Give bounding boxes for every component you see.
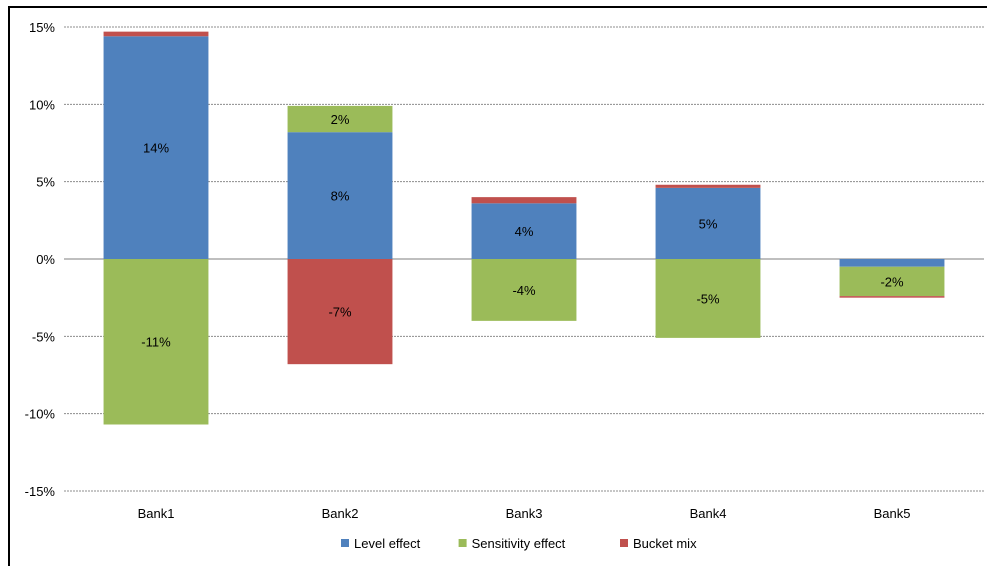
y-tick-label: 15% [29, 20, 55, 35]
legend-item-label: Level effect [354, 536, 421, 551]
chart-frame [8, 6, 987, 566]
bar-bank2-bucket-mix [287, 259, 393, 365]
data-label: -5% [696, 291, 720, 306]
bar-bank2-level-effect [287, 132, 393, 259]
y-tick-label: -5% [32, 329, 56, 344]
legend-item-label: Sensitivity effect [472, 536, 566, 551]
bar-bank2-sensitivity-effect [287, 105, 393, 133]
legend-swatch [341, 539, 349, 547]
y-tick-label: -15% [25, 484, 56, 499]
legend-swatch [458, 539, 467, 547]
x-tick-label: Bank3 [506, 506, 543, 521]
bar-bank1-level-effect [103, 36, 209, 259]
data-label: 8% [331, 189, 350, 204]
bar-bank3-bucket-mix [471, 197, 577, 204]
y-tick-label: 10% [29, 97, 55, 112]
data-label: 2% [331, 112, 350, 127]
bar-bank3-level-effect [471, 203, 577, 259]
bar-bank1-sensitivity-effect [103, 259, 209, 425]
x-tick-label: Bank4 [690, 506, 727, 521]
x-tick-label: Bank2 [322, 506, 359, 521]
bar-bank5-level-effect [839, 259, 945, 267]
x-tick-label: Bank1 [138, 506, 175, 521]
bar-bank4-bucket-mix [655, 184, 761, 188]
y-tick-label: 0% [36, 252, 55, 267]
bar-bank3-sensitivity-effect [471, 259, 577, 321]
legend-item-label: Bucket mix [633, 536, 697, 551]
data-label: 5% [699, 216, 718, 231]
data-label: -7% [328, 305, 352, 320]
bar-bank5-bucket-mix [839, 296, 945, 298]
data-label: -4% [512, 283, 536, 298]
bar-bank4-level-effect [655, 187, 761, 259]
data-label: -2% [880, 274, 904, 289]
legend-swatch [620, 539, 628, 547]
data-label: 4% [515, 224, 534, 239]
bar-bank5-sensitivity-effect [839, 266, 945, 297]
y-tick-label: -10% [25, 407, 56, 422]
data-label: 14% [143, 141, 169, 156]
x-tick-label: Bank5 [874, 506, 911, 521]
bar-bank4-sensitivity-effect [655, 259, 761, 338]
y-tick-label: 5% [36, 175, 55, 190]
data-label: -11% [141, 335, 171, 350]
bar-bank1-bucket-mix [103, 31, 209, 37]
